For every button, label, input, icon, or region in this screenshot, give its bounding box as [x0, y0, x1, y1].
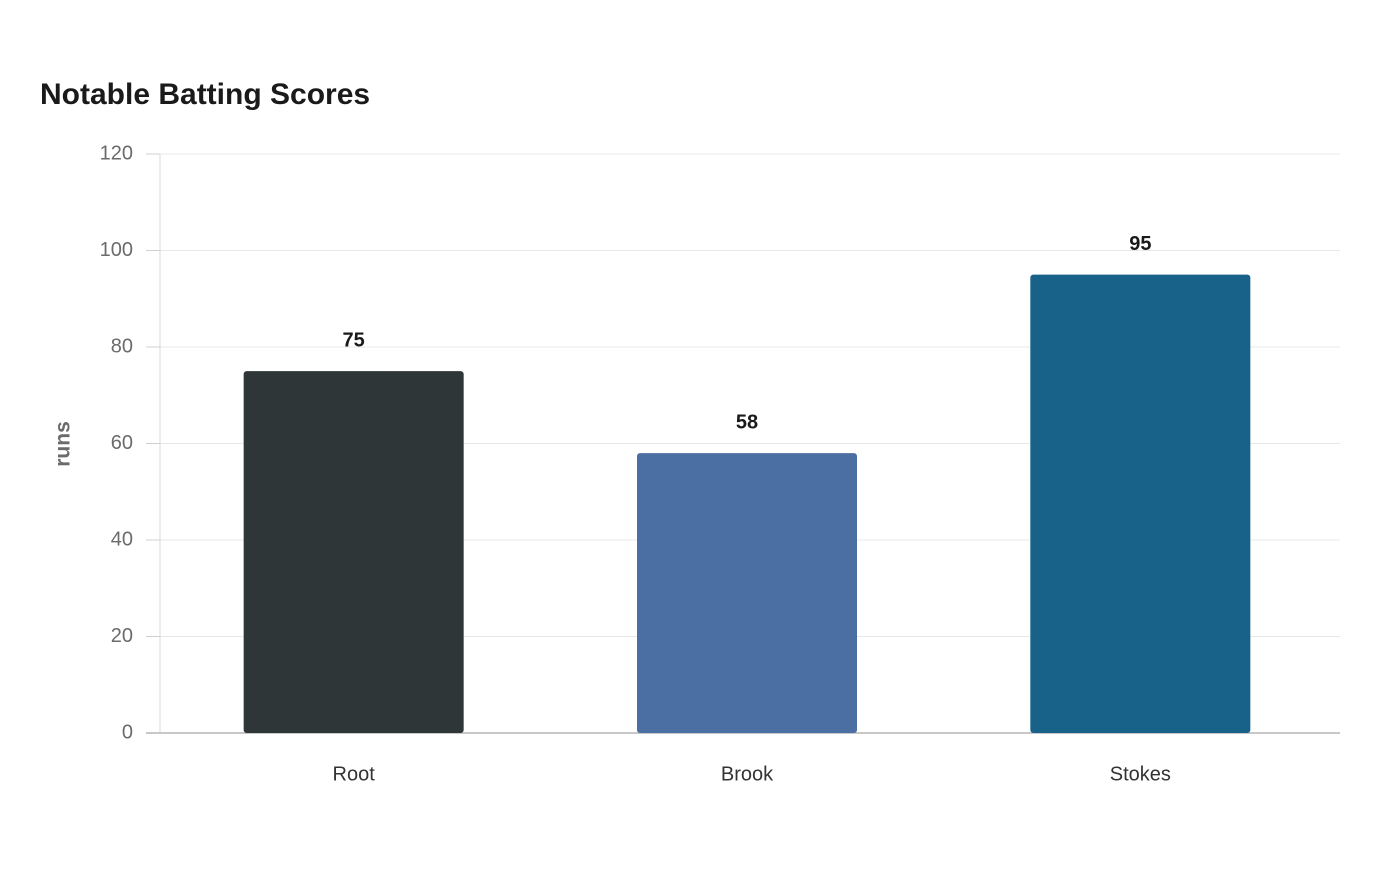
y-tick-label: 20 — [111, 625, 133, 647]
y-axis-label: runs — [52, 421, 75, 467]
value-label: 58 — [736, 411, 758, 433]
bar — [1030, 274, 1251, 733]
y-tick-label: 80 — [111, 335, 133, 357]
value-label: 75 — [343, 329, 365, 351]
bar — [243, 371, 464, 733]
chart-title: Notable Batting Scores — [40, 78, 370, 111]
y-tick-label: 40 — [111, 528, 133, 550]
bar — [637, 453, 857, 733]
y-tick-label: 100 — [100, 239, 133, 261]
value-label: 95 — [1129, 233, 1151, 255]
y-tick-label: 60 — [111, 432, 133, 454]
y-tick-label: 0 — [122, 721, 133, 743]
x-tick-label: Stokes — [1110, 763, 1171, 785]
x-tick-label: Brook — [721, 763, 774, 785]
x-tick-label: Root — [333, 763, 376, 785]
y-tick-label: 120 — [100, 142, 133, 164]
